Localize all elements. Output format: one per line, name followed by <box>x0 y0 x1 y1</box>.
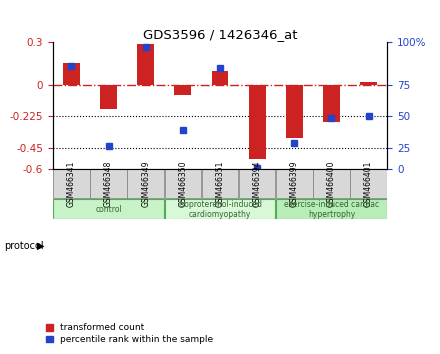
Text: GSM466350: GSM466350 <box>178 160 187 207</box>
Text: GSM466348: GSM466348 <box>104 160 113 207</box>
Bar <box>175 85 191 95</box>
Text: ▶: ▶ <box>37 241 45 251</box>
Bar <box>323 85 340 122</box>
Text: exercise-induced cardiac
hypertrophy: exercise-induced cardiac hypertrophy <box>284 200 379 219</box>
Bar <box>360 82 377 85</box>
FancyBboxPatch shape <box>90 169 127 198</box>
FancyBboxPatch shape <box>313 169 350 198</box>
Text: GSM466401: GSM466401 <box>364 160 373 207</box>
Bar <box>212 71 228 85</box>
FancyBboxPatch shape <box>276 199 387 219</box>
Text: protocol: protocol <box>4 241 44 251</box>
Text: GSM466400: GSM466400 <box>327 160 336 207</box>
FancyBboxPatch shape <box>165 169 201 198</box>
FancyBboxPatch shape <box>165 199 275 219</box>
Text: GSM466399: GSM466399 <box>290 160 299 207</box>
Bar <box>137 44 154 85</box>
Text: GSM466341: GSM466341 <box>67 160 76 207</box>
Bar <box>100 85 117 109</box>
FancyBboxPatch shape <box>53 199 164 219</box>
FancyBboxPatch shape <box>53 169 90 198</box>
Text: GSM466349: GSM466349 <box>141 160 150 207</box>
FancyBboxPatch shape <box>239 169 275 198</box>
Legend: transformed count, percentile rank within the sample: transformed count, percentile rank withi… <box>44 322 215 346</box>
Text: GSM466394: GSM466394 <box>253 160 262 207</box>
Text: isoproterenol-induced
cardiomyopathy: isoproterenol-induced cardiomyopathy <box>178 200 262 219</box>
Bar <box>249 85 265 159</box>
Title: GDS3596 / 1426346_at: GDS3596 / 1426346_at <box>143 28 297 41</box>
FancyBboxPatch shape <box>128 169 164 198</box>
Text: GSM466351: GSM466351 <box>216 160 224 207</box>
Bar <box>286 85 303 138</box>
FancyBboxPatch shape <box>202 169 238 198</box>
FancyBboxPatch shape <box>276 169 312 198</box>
Text: control: control <box>95 205 122 214</box>
Bar <box>63 63 80 85</box>
FancyBboxPatch shape <box>350 169 387 198</box>
